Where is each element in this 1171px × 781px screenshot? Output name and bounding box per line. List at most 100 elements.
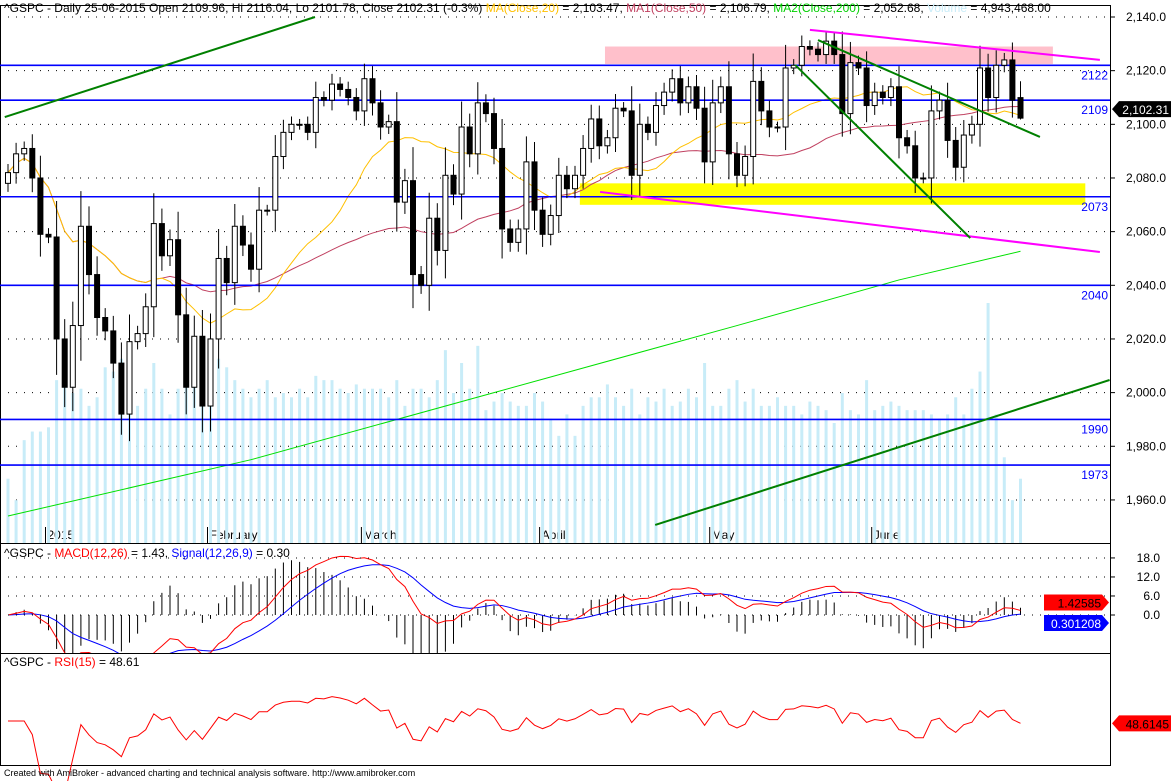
candle-up — [21, 147, 28, 155]
candle-up — [385, 121, 392, 128]
candle-up — [847, 62, 854, 115]
candle-up — [134, 333, 141, 343]
candle-down — [896, 86, 902, 139]
candle-down — [499, 147, 506, 230]
volume-bar — [946, 414, 950, 543]
trendline-green — [817, 39, 1041, 138]
volume-bar — [346, 393, 350, 543]
volume-bar — [87, 405, 91, 543]
yellow-zone — [579, 183, 1086, 205]
candle-up — [774, 126, 781, 129]
volume-label: Volume — [927, 1, 968, 15]
volume-bar — [954, 397, 958, 543]
volume-bar — [962, 414, 966, 543]
candle-up — [636, 123, 643, 176]
candle-down — [725, 86, 732, 155]
candle-down — [86, 225, 92, 276]
candle-down — [61, 338, 68, 388]
candle-up — [547, 215, 554, 235]
volume-bar — [597, 397, 601, 543]
candle-down — [539, 209, 546, 235]
volume-bar — [897, 405, 901, 543]
volume-bar — [6, 478, 10, 543]
trendline-green — [4, 16, 316, 119]
footer: Created with AmiBroker - advanced charti… — [4, 768, 416, 778]
candle-up — [968, 123, 975, 136]
volume-bar — [1002, 457, 1006, 543]
rsi-prefix: ^GSPC - — [4, 655, 55, 669]
candle-down — [29, 147, 36, 179]
volume-bar — [322, 380, 326, 543]
macd-tick-label: 6.0 — [1143, 589, 1160, 603]
candle-down — [734, 153, 740, 176]
rsi-line — [8, 696, 1021, 781]
volume-bar — [209, 371, 212, 543]
candle-down — [337, 83, 344, 90]
rsi-value: = 48.61 — [95, 655, 140, 669]
y-tick-label: 1,980.0 — [1126, 439, 1166, 453]
volume-bar — [30, 431, 34, 543]
level-label: 1990 — [1081, 422, 1108, 436]
macd-tick-label: 0.0 — [1143, 608, 1160, 622]
trendline-green — [794, 64, 971, 239]
level-label: 1973 — [1081, 468, 1108, 482]
volume-bar — [524, 405, 528, 543]
volume-bar — [225, 367, 229, 543]
volume-bar — [476, 345, 480, 543]
candle-down — [766, 110, 773, 128]
volume-bar — [111, 371, 115, 543]
candle-down — [815, 48, 821, 56]
trendline-green — [654, 379, 1110, 526]
y-tick-label: 2,040.0 — [1126, 278, 1166, 292]
price-plot — [0, 16, 1110, 543]
candle-up — [426, 217, 433, 286]
volume-bar — [840, 393, 844, 543]
volume-bar — [759, 405, 763, 543]
volume-bar — [654, 401, 658, 543]
rsi-pane-frame — [0, 653, 1111, 766]
candle-down — [345, 88, 352, 98]
candle-up — [442, 174, 449, 251]
volume-bar — [55, 380, 59, 543]
candle-down — [491, 113, 497, 149]
volume-bar — [38, 431, 42, 543]
candle-up — [312, 96, 319, 133]
candle-up — [750, 80, 757, 158]
candle-down — [102, 316, 109, 332]
volume-bar — [605, 384, 609, 543]
candle-up — [936, 99, 943, 112]
candle-down — [563, 174, 570, 190]
volume-bar — [581, 405, 585, 543]
candle-up — [361, 78, 368, 112]
signal-tag: 0.301208 — [1051, 617, 1101, 631]
candle-down — [1009, 59, 1016, 101]
candle-up — [717, 86, 724, 104]
volume-bar — [71, 393, 75, 543]
candle-down — [628, 110, 635, 176]
candle-down — [37, 177, 44, 235]
candle-up — [207, 338, 214, 407]
macd-prefix: ^GSPC - — [4, 546, 55, 560]
volume-bar — [549, 418, 553, 543]
ma20-label: MA(Close,20) — [485, 1, 560, 15]
candle-up — [126, 341, 133, 415]
volume-bar — [865, 380, 869, 543]
y-tick-label: 2,100.0 — [1126, 117, 1166, 131]
macd-value: = 1.43, — [127, 546, 172, 560]
volume-bar — [119, 358, 123, 543]
y-tick-label: 2,020.0 — [1126, 332, 1166, 346]
volume-bar — [314, 375, 318, 543]
volume-bar — [273, 397, 277, 543]
volume-bar — [541, 401, 545, 543]
volume-bar — [63, 367, 67, 543]
candle-up — [69, 325, 76, 388]
x-tick-label: 2015 — [48, 528, 75, 542]
volume-bar — [184, 367, 188, 543]
candle-up — [669, 78, 676, 93]
candle-up — [661, 91, 668, 107]
y-tick-label: 2,120.0 — [1126, 64, 1166, 78]
signal-value: = 0.30 — [252, 546, 290, 560]
ma20-line — [7, 86, 1021, 324]
candle-down — [507, 228, 514, 243]
candle-up — [515, 228, 522, 243]
